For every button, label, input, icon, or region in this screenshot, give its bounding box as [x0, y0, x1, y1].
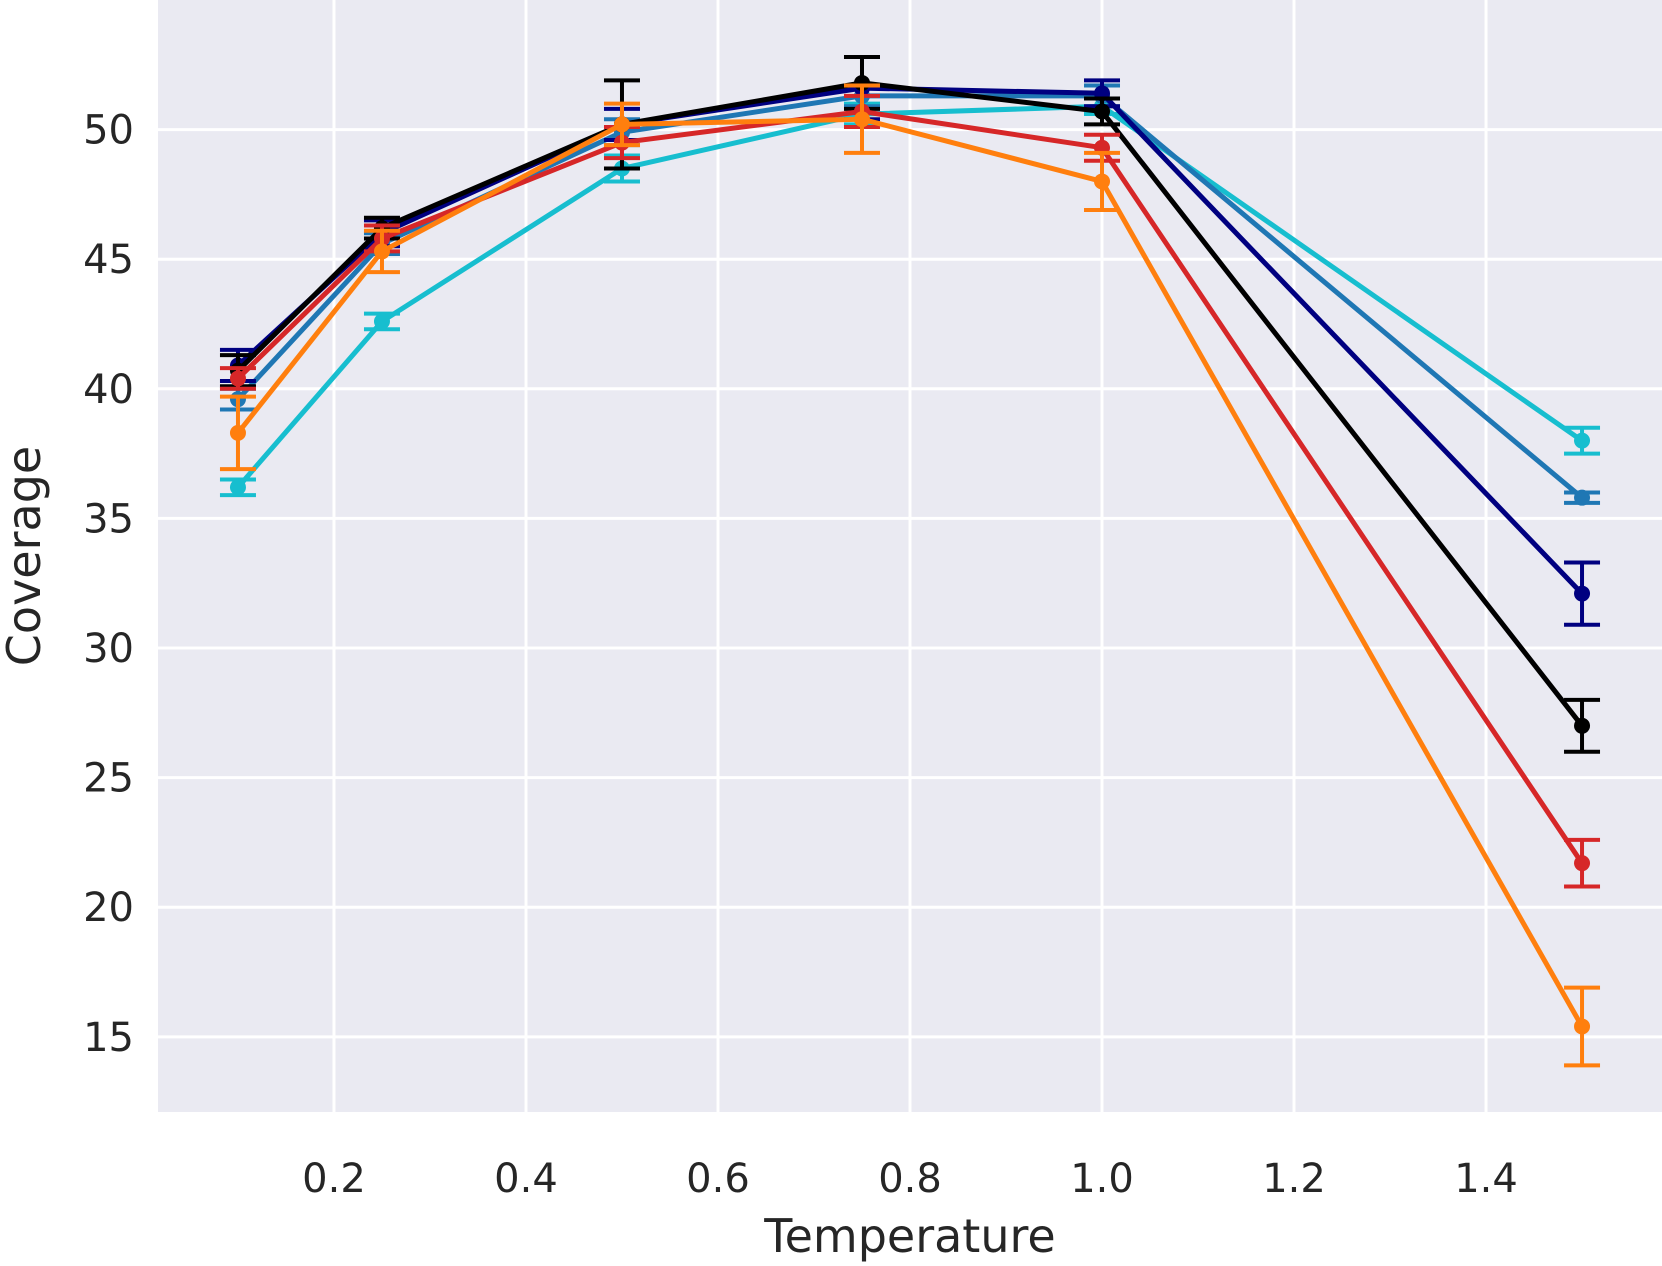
data-point — [229, 479, 246, 496]
x-tick-label: 0.8 — [878, 1156, 942, 1202]
series-orange — [219, 83, 1601, 1068]
series-line — [236, 80, 1584, 728]
x-tick-label: 1.4 — [1454, 1156, 1518, 1202]
data-point — [229, 424, 246, 441]
x-axis-label: Temperature — [763, 1209, 1055, 1263]
data-point — [1574, 489, 1591, 506]
y-axis-label: Coverage — [0, 446, 51, 666]
data-point — [229, 370, 246, 387]
y-tick-label: 25 — [83, 756, 134, 802]
y-tick-label: 30 — [83, 626, 134, 672]
y-tick-labels: 15 20 25 30 35 40 45 50 — [83, 108, 134, 1061]
y-tick-label: 20 — [83, 885, 134, 931]
x-tick-label: 1.0 — [1070, 1156, 1134, 1202]
x-tick-label: 0.4 — [494, 1156, 558, 1202]
series-line — [236, 109, 1585, 865]
data-point — [613, 116, 630, 133]
series-layer — [219, 55, 1601, 1068]
y-tick-label: 35 — [83, 496, 134, 542]
data-point — [1094, 173, 1111, 190]
x-tick-label: 0.2 — [302, 1156, 366, 1202]
y-tick-label: 15 — [83, 1015, 134, 1061]
data-point — [1574, 432, 1591, 449]
data-point — [1574, 855, 1591, 872]
series-line — [236, 93, 1584, 500]
data-point — [1574, 585, 1591, 602]
x-tick-label: 1.2 — [1262, 1156, 1326, 1202]
y-tick-label: 50 — [83, 108, 134, 154]
x-tick-label: 0.6 — [686, 1156, 750, 1202]
x-tick-labels: 0.2 0.4 0.6 0.8 1.0 1.2 1.4 — [302, 1156, 1518, 1202]
y-tick-label: 40 — [83, 367, 134, 413]
y-tick-label: 45 — [83, 237, 134, 283]
data-point — [1574, 1018, 1591, 1035]
data-point — [853, 111, 870, 128]
data-point — [1574, 717, 1591, 734]
data-point — [373, 313, 390, 330]
series-line — [236, 116, 1585, 1028]
data-point — [1094, 103, 1111, 120]
data-point — [373, 243, 390, 260]
